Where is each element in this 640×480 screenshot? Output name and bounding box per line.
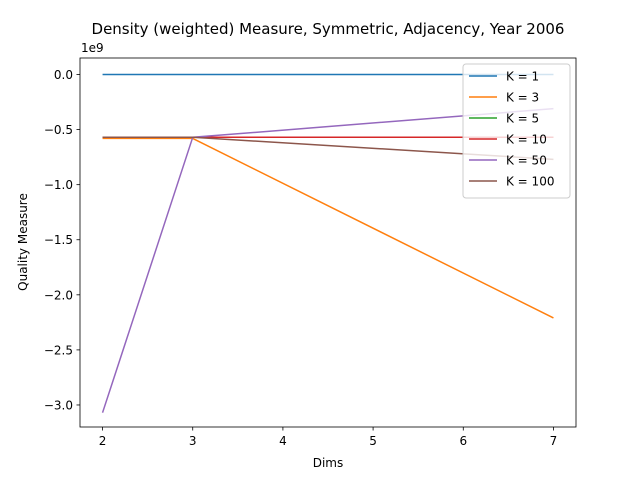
y-tick-label: −2.0	[44, 288, 73, 302]
y-tick-label: −1.5	[44, 233, 73, 247]
legend-label-5: K = 50	[506, 154, 547, 168]
x-axis-label: Dims	[313, 456, 344, 470]
legend-label-1: K = 1	[506, 70, 539, 84]
x-tick-label: 3	[189, 434, 197, 448]
chart-title: Density (weighted) Measure, Symmetric, A…	[92, 20, 565, 38]
plot-area: 2 3 4 5 6 7 0.0 −0.5 −1.0 −1.5 −2.0 −2.5 −3.0	[44, 57, 577, 448]
y-tick-label: −1.0	[44, 178, 73, 192]
legend-label-4: K = 10	[506, 133, 547, 147]
y-tick-label: −0.5	[44, 123, 73, 137]
x-tick-label: 6	[459, 434, 467, 448]
y-axis-label: Quality Measure	[16, 193, 30, 291]
y-tick-label: −2.5	[44, 343, 73, 357]
y-tick-label: 0.0	[54, 68, 73, 82]
y-axis-offset-label: 1e9	[81, 41, 104, 55]
legend-label-2: K = 3	[506, 91, 539, 105]
legend: K = 1 K = 3 K = 5 K = 10 K = 50 K = 100	[462, 63, 571, 199]
legend-label-3: K = 5	[506, 112, 539, 126]
axes-frame	[79, 57, 577, 428]
x-tick-label: 4	[279, 434, 287, 448]
x-tick-label: 2	[99, 434, 107, 448]
x-tick-label: 5	[369, 434, 377, 448]
legend-label-6: K = 100	[506, 175, 554, 189]
x-tick-label: 7	[550, 434, 558, 448]
y-tick-label: −3.0	[44, 398, 73, 412]
series-line-6	[102, 136, 554, 161]
